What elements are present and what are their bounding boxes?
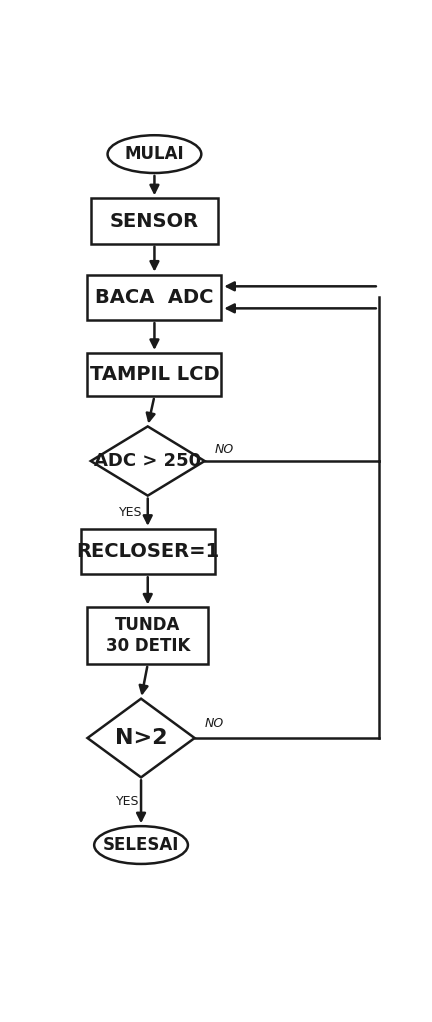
Text: NO: NO xyxy=(205,717,224,731)
Bar xyxy=(91,198,218,244)
Bar xyxy=(87,275,221,320)
Text: MULAI: MULAI xyxy=(124,145,184,164)
Bar xyxy=(88,607,208,664)
Polygon shape xyxy=(91,426,205,496)
Polygon shape xyxy=(87,699,194,778)
Text: YES: YES xyxy=(119,506,143,519)
Text: NO: NO xyxy=(215,443,234,456)
Text: N>2: N>2 xyxy=(115,728,167,748)
Text: BACA  ADC: BACA ADC xyxy=(95,288,214,307)
Text: YES: YES xyxy=(116,795,140,808)
Text: TAMPIL LCD: TAMPIL LCD xyxy=(89,365,219,384)
Ellipse shape xyxy=(94,826,188,864)
Text: SENSOR: SENSOR xyxy=(110,212,199,231)
Bar xyxy=(87,353,221,397)
Text: SELESAI: SELESAI xyxy=(103,836,179,854)
Ellipse shape xyxy=(108,135,201,173)
Text: ADC > 250: ADC > 250 xyxy=(94,452,201,470)
Text: TUNDA
30 DETIK: TUNDA 30 DETIK xyxy=(105,616,190,655)
Bar xyxy=(81,528,215,574)
Text: RECLOSER=1: RECLOSER=1 xyxy=(76,542,219,561)
